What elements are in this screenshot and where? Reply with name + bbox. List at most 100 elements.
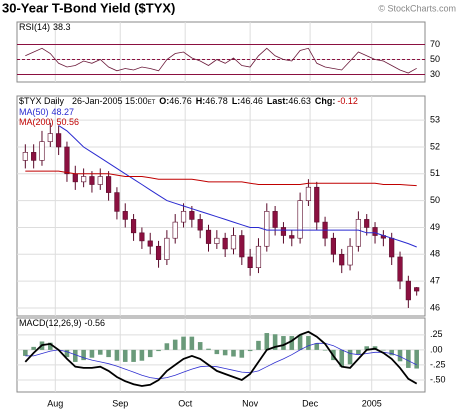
- y-tick-label: 50: [430, 195, 440, 205]
- macd-histogram-bar: [239, 349, 245, 358]
- candle-body: [347, 245, 353, 266]
- y-tick-label: .25: [430, 329, 443, 339]
- legend-value: 50.56: [57, 117, 80, 127]
- candle-body: [314, 186, 320, 223]
- field-value: 46.46: [240, 96, 263, 106]
- candle-body: [280, 227, 287, 236]
- candle-body: [264, 211, 270, 247]
- field-value: 46.76: [169, 96, 192, 106]
- field-label: Last:: [267, 96, 289, 106]
- macd-histogram-bar: [206, 348, 211, 350]
- macd-value: -0.56: [85, 318, 106, 328]
- candle-body: [197, 219, 203, 231]
- macd-histogram-bar: [364, 346, 370, 350]
- ma-line: [58, 125, 417, 248]
- macd-histogram-bar: [381, 349, 386, 351]
- macd-line: [24, 330, 418, 387]
- ma-line: [25, 170, 417, 187]
- macd-histogram-bar: [81, 349, 86, 361]
- y-tick-label: -.50: [430, 374, 446, 384]
- candle-body: [289, 235, 295, 239]
- macd-histogram-bar: [264, 333, 270, 350]
- chart-title: 30-Year T-Bond Yield ($TYX): [2, 0, 175, 15]
- candle-body: [47, 133, 53, 142]
- candle-body: [39, 141, 45, 161]
- candle-body: [355, 219, 361, 247]
- price-header: $TYX Daily 26-Jan-2005 15:00ET O:46.76 H:46…: [19, 96, 358, 106]
- macd-histogram-bar: [397, 349, 403, 362]
- x-tick-label: 2005: [362, 398, 382, 408]
- x-tick-label: Nov: [242, 398, 259, 408]
- y-tick-label: 48: [430, 249, 440, 259]
- date: 26-Jan-2005 15:00: [72, 96, 148, 106]
- y-tick-label: 70: [430, 39, 440, 49]
- candle-body: [89, 176, 95, 185]
- panel-frame: [16, 95, 426, 317]
- x-tick-label: Dec: [302, 398, 319, 408]
- candle-body: [31, 152, 37, 161]
- candle-body: [180, 211, 187, 223]
- macd-signal-line: [25, 342, 417, 380]
- y-tick-label: 52: [430, 141, 440, 151]
- candle-body: [155, 245, 162, 260]
- y-tick-label: .00: [430, 344, 443, 354]
- macd-histogram-bar: [89, 349, 95, 358]
- change-label: Chg:: [315, 96, 336, 106]
- candle-body: [139, 232, 145, 242]
- candle-body: [164, 237, 170, 260]
- macd-histogram-bar: [272, 334, 278, 350]
- candle-body: [97, 176, 103, 185]
- candle-body: [397, 256, 403, 282]
- macd-histogram-bar: [197, 342, 203, 350]
- macd-histogram-bar: [289, 336, 295, 350]
- candle-body: [222, 237, 228, 250]
- y-tick-label: 49: [430, 222, 440, 232]
- macd-histogram-bar: [347, 349, 353, 365]
- macd-histogram-bar: [31, 346, 36, 350]
- candle-body: [22, 152, 28, 161]
- legend-value: 48.27: [52, 107, 75, 117]
- macd-histogram-bar: [314, 343, 320, 350]
- candle-body: [297, 200, 303, 239]
- y-tick-label: 53: [430, 115, 440, 125]
- candle-body: [389, 237, 395, 258]
- macd-histogram-bar: [281, 336, 286, 350]
- macd-histogram-bar: [147, 349, 153, 358]
- field-label: L:: [232, 96, 241, 106]
- macd-histogram-bar: [131, 349, 136, 362]
- rsi-value: 38.3: [53, 22, 71, 32]
- y-tick-label: -.25: [430, 359, 446, 369]
- legend-entry: MA(200) 50.56: [19, 117, 79, 127]
- macd-histogram-bar: [97, 349, 103, 355]
- macd-histogram-bar: [114, 349, 120, 361]
- symbol: $TYX Daily: [19, 96, 65, 106]
- copyright: © StockCharts.com: [378, 3, 456, 13]
- field-value: 46.78: [205, 96, 228, 106]
- macd-histogram-bar: [406, 349, 411, 368]
- candle-body: [106, 176, 112, 193]
- macd-histogram-bar: [222, 349, 228, 356]
- macd-histogram-bar: [256, 340, 261, 350]
- candle-body: [72, 173, 78, 183]
- candle-body: [230, 235, 237, 250]
- macd-histogram-bar: [231, 349, 236, 357]
- macd-histogram-bar: [164, 343, 170, 350]
- candle-body: [64, 146, 70, 175]
- macd-histogram-bar: [297, 334, 303, 350]
- legend-entry: MA(50) 48.27: [19, 107, 74, 117]
- field-label: O:: [159, 96, 169, 106]
- macd-histogram-bar: [172, 339, 178, 350]
- macd-histogram-bar: [122, 349, 128, 362]
- y-tick-label: 46: [430, 302, 440, 312]
- candle-body: [56, 133, 62, 148]
- macd-histogram-bar: [48, 342, 53, 350]
- macd-histogram-bar: [339, 349, 345, 367]
- candle-body: [172, 221, 178, 239]
- macd-histogram-bar: [106, 349, 111, 358]
- candle-body: [189, 211, 195, 220]
- candle-body: [130, 219, 137, 234]
- tz: ET: [148, 100, 156, 106]
- macd-histogram-bar: [64, 349, 70, 358]
- field-value: 46.63: [288, 96, 311, 106]
